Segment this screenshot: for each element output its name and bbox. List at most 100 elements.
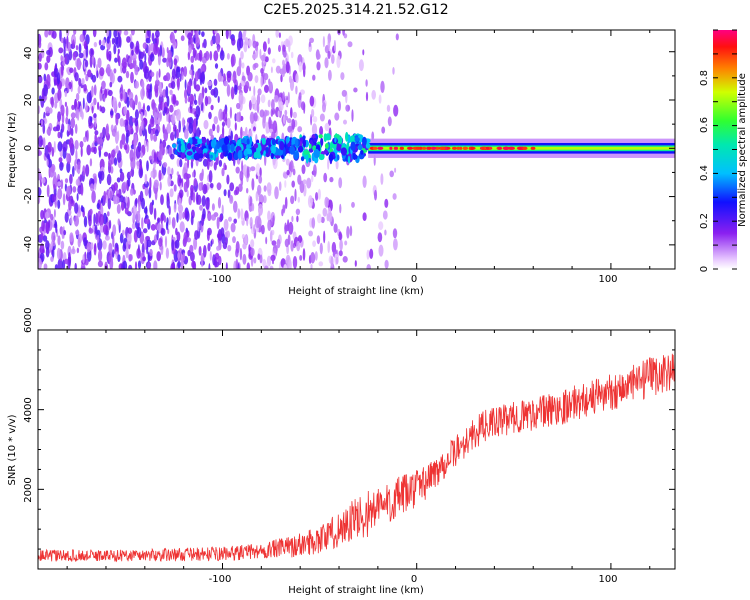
- noise-speckle: [128, 58, 132, 65]
- noise-speckle: [84, 258, 89, 266]
- colorbar-label: Normalized spectral amplitude: [737, 73, 748, 227]
- noise-speckle: [141, 217, 144, 230]
- noise-speckle: [64, 55, 68, 64]
- tone-speckle: [271, 138, 276, 146]
- noise-speckle: [40, 232, 44, 240]
- noise-speckle: [232, 236, 236, 244]
- noise-speckle: [263, 185, 267, 192]
- noise-speckle: [254, 75, 259, 84]
- noise-speckle: [198, 92, 204, 105]
- noise-speckle: [242, 253, 247, 265]
- tone-speckle: [324, 143, 329, 149]
- noise-speckle: [63, 46, 66, 58]
- noise-speckle: [192, 171, 195, 178]
- noise-speckle: [166, 95, 170, 107]
- noise-speckle: [170, 81, 176, 89]
- tone-speckle: [335, 143, 342, 152]
- tone-speckle: [223, 136, 230, 146]
- noise-speckle: [40, 119, 44, 126]
- noise-speckle: [342, 255, 348, 263]
- noise-speckle: [110, 166, 114, 174]
- noise-speckle: [82, 254, 85, 264]
- noise-speckle: [262, 115, 266, 129]
- tone-speckle: [220, 153, 224, 159]
- noise-speckle: [108, 159, 112, 168]
- noise-speckle: [283, 264, 288, 269]
- noise-speckle: [129, 254, 133, 261]
- noise-speckle: [94, 224, 98, 235]
- tone-speckle: [318, 153, 325, 161]
- noise-speckle: [129, 63, 134, 69]
- noise-speckle: [98, 249, 103, 262]
- noise-speckle: [90, 242, 94, 250]
- noise-speckle: [72, 51, 77, 61]
- noise-speckle: [392, 193, 397, 200]
- noise-speckle: [387, 116, 392, 127]
- noise-speckle: [112, 234, 115, 248]
- noise-speckle: [147, 261, 151, 269]
- noise-speckle: [208, 170, 213, 183]
- noise-speckle: [155, 129, 159, 137]
- noise-speckle: [302, 62, 306, 73]
- noise-speckle: [106, 173, 112, 186]
- noise-speckle: [164, 106, 168, 114]
- noise-speckle: [61, 227, 65, 240]
- noise-speckle: [54, 201, 57, 208]
- noise-speckle: [157, 151, 163, 161]
- noise-speckle: [83, 30, 87, 36]
- noise-speckle: [165, 86, 169, 99]
- noise-speckle: [239, 247, 243, 261]
- noise-speckle: [144, 111, 148, 117]
- noise-speckle: [121, 200, 125, 211]
- tone-speckle: [325, 133, 331, 141]
- noise-speckle: [66, 152, 69, 163]
- noise-speckle: [178, 120, 181, 133]
- noise-speckle: [214, 252, 220, 260]
- noise-speckle: [240, 208, 244, 220]
- tone-speckle: [253, 143, 259, 149]
- noise-speckle: [278, 44, 281, 53]
- noise-speckle: [70, 127, 74, 137]
- noise-speckle: [201, 71, 206, 85]
- noise-speckle: [250, 95, 257, 105]
- noise-speckle: [76, 60, 82, 67]
- noise-speckle: [255, 163, 261, 176]
- noise-speckle: [108, 219, 112, 229]
- noise-speckle: [124, 207, 129, 215]
- noise-speckle: [256, 102, 260, 113]
- noise-speckle: [105, 30, 110, 37]
- noise-speckle: [97, 260, 103, 268]
- noise-speckle: [297, 126, 303, 133]
- noise-speckle: [151, 199, 154, 206]
- noise-speckle: [289, 78, 295, 92]
- colorbar-tick-label: 0.8: [699, 70, 710, 86]
- noise-speckle: [201, 168, 204, 178]
- noise-speckle: [194, 111, 197, 117]
- noise-speckle: [384, 229, 387, 236]
- noise-speckle: [111, 249, 115, 258]
- noise-speckle: [173, 203, 177, 213]
- noise-speckle: [195, 117, 198, 127]
- tone-speckle: [302, 135, 306, 140]
- noise-speckle: [96, 234, 100, 243]
- noise-speckle: [124, 144, 128, 151]
- noise-speckle: [81, 78, 85, 86]
- tone-speckle: [253, 151, 258, 159]
- noise-speckle: [134, 94, 138, 106]
- noise-speckle: [284, 224, 290, 232]
- noise-speckle: [75, 229, 80, 236]
- noise-speckle: [272, 215, 275, 226]
- noise-speckle: [184, 96, 188, 104]
- noise-speckle: [208, 128, 213, 137]
- noise-speckle: [250, 239, 255, 249]
- noise-speckle: [79, 34, 85, 43]
- noise-speckle: [55, 221, 58, 234]
- noise-speckle: [235, 258, 239, 269]
- noise-speckle: [252, 40, 258, 49]
- noise-speckle: [191, 70, 194, 81]
- noise-speckle: [116, 150, 122, 163]
- noise-speckle: [211, 203, 215, 211]
- noise-speckle: [378, 94, 382, 104]
- noise-speckle: [66, 185, 72, 197]
- noise-speckle: [93, 113, 97, 119]
